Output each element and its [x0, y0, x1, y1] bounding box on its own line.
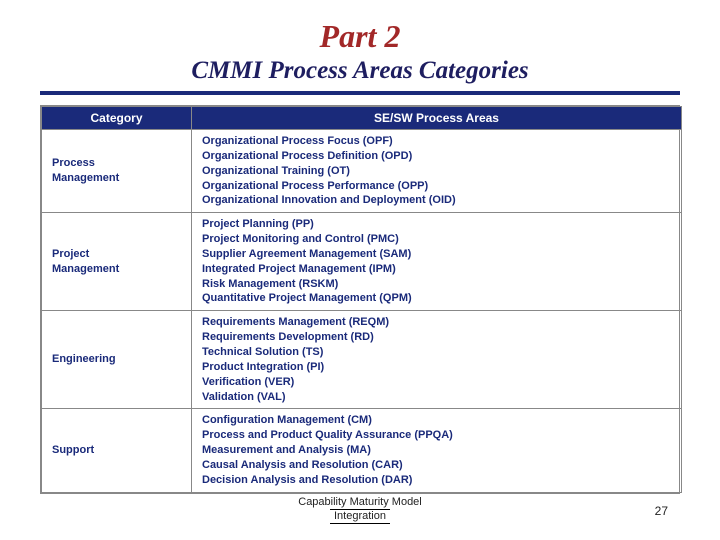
title-divider	[40, 91, 680, 95]
process-areas-table: Category SE/SW Process Areas ProcessMana…	[41, 106, 682, 493]
process-areas-cell: Configuration Management (CM)Process and…	[192, 409, 682, 492]
page-number: 27	[655, 504, 668, 518]
category-cell: Engineering	[42, 311, 192, 409]
table-row: SupportConfiguration Management (CM)Proc…	[42, 409, 682, 492]
process-areas-table-wrap: Category SE/SW Process Areas ProcessMana…	[40, 105, 680, 494]
process-areas-cell: Organizational Process Focus (OPF)Organi…	[192, 130, 682, 213]
col-header-process-areas: SE/SW Process Areas	[192, 107, 682, 130]
table-row: EngineeringRequirements Management (REQM…	[42, 311, 682, 409]
subtitle: CMMI Process Areas Categories	[40, 57, 680, 85]
part-title: Part 2	[40, 18, 680, 55]
footer-text: Capability Maturity Model Integration	[292, 494, 428, 526]
category-cell: Support	[42, 409, 192, 492]
footer: Capability Maturity Model Integration	[0, 494, 720, 526]
process-areas-cell: Requirements Management (REQM)Requiremen…	[192, 311, 682, 409]
footer-line2: Integration	[330, 509, 390, 524]
category-cell: ProcessManagement	[42, 130, 192, 213]
table-header-row: Category SE/SW Process Areas	[42, 107, 682, 130]
table-row: ProjectManagementProject Planning (PP)Pr…	[42, 213, 682, 311]
col-header-category: Category	[42, 107, 192, 130]
category-cell: ProjectManagement	[42, 213, 192, 311]
process-areas-cell: Project Planning (PP)Project Monitoring …	[192, 213, 682, 311]
slide-container: Part 2 CMMI Process Areas Categories Cat…	[0, 0, 720, 540]
footer-line1: Capability Maturity Model	[298, 496, 422, 509]
table-row: ProcessManagementOrganizational Process …	[42, 130, 682, 213]
